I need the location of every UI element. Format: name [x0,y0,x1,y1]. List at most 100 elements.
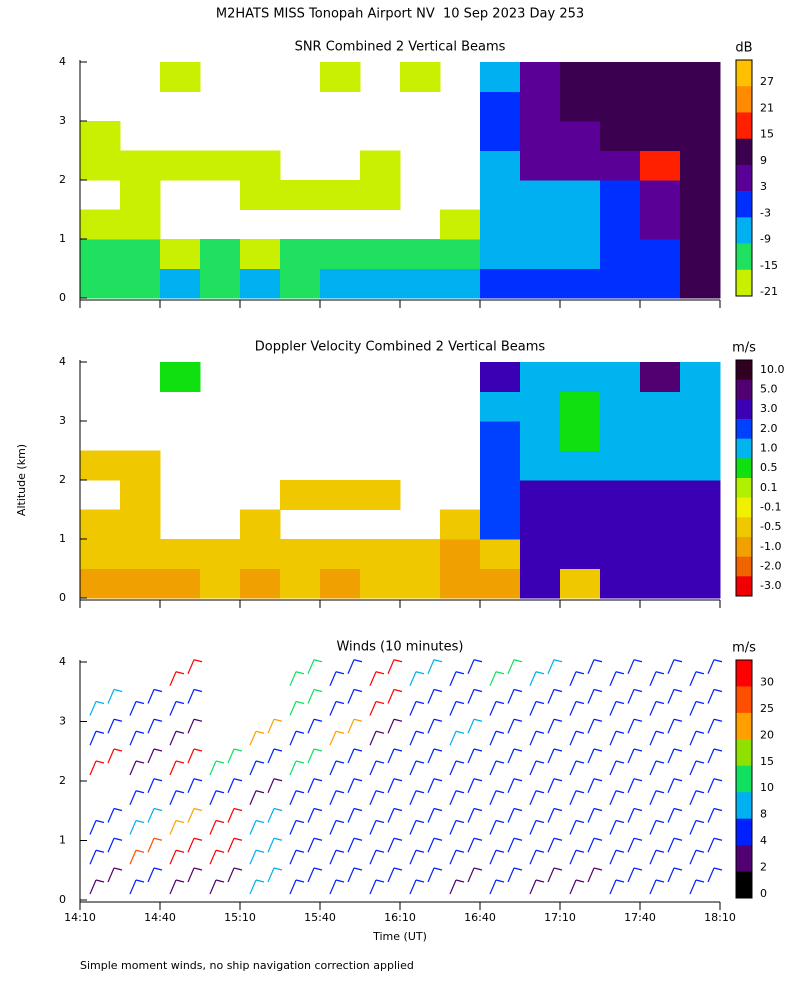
barb-stroke [673,837,683,841]
barb-stroke [169,850,177,865]
barb-stroke [633,837,643,841]
barb-stroke [313,807,323,812]
barb-stroke [95,849,105,853]
barb-stroke [455,760,465,764]
barb-stroke [513,807,523,812]
barb-stroke [513,778,523,782]
barb-stroke [689,731,697,746]
heatmap-cell [480,150,521,181]
barb-stroke [593,778,603,782]
wind-barb [329,778,363,805]
wind-barb [129,867,163,895]
barb-stroke [649,790,657,805]
wind-barb [289,688,323,716]
barb-stroke [575,730,585,734]
barb-stroke [153,778,163,782]
colorbar-label: -0.5 [760,520,781,533]
colorbar-label: 3.0 [760,402,778,415]
barb-stroke [707,719,715,734]
barb-stroke [467,659,475,674]
barb-stroke [449,820,457,835]
heatmap-cell [680,268,721,299]
y-tick-label: 1 [59,532,66,545]
heatmap-cell [240,509,281,540]
barb-stroke [249,731,257,746]
colorbar-band [736,845,752,872]
barb-stroke [307,867,315,883]
wind-barb [169,867,203,895]
colorbar-band [736,478,752,498]
heatmap-cell [480,509,521,540]
barb-stroke [129,790,137,805]
heatmap-cell [440,509,481,540]
barb-stroke [393,867,403,871]
barb-stroke [393,718,403,722]
heatmap-cell [520,91,561,122]
barb-stroke [233,837,243,841]
wind-barb [529,748,563,776]
wind-barb [689,718,723,746]
barb-stroke [107,748,115,764]
heatmap-cell [440,268,481,299]
wind-barb [689,748,723,776]
barb-stroke [95,819,105,824]
wind-barb [569,867,603,895]
colorbar-band [736,556,752,577]
wind-barb [89,688,123,716]
heatmap-cell [480,362,521,392]
wind-barb [129,748,163,776]
barb-stroke [707,778,715,793]
barb-stroke [655,879,665,883]
barb-stroke [113,867,123,871]
barb-stroke [507,659,515,674]
colorbar-band [736,164,752,192]
wind-barb [609,837,643,865]
barb-stroke [135,819,145,824]
barb-stroke [335,671,345,675]
barb-stroke [427,659,435,674]
barb-stroke [313,718,323,722]
heatmap-cell [640,480,681,510]
wind-barb [489,867,523,895]
colorbar-band [736,712,752,740]
heatmap-cell [480,180,521,210]
barb-stroke [569,701,577,716]
wind-barb [249,867,283,895]
barb-stroke [695,790,705,794]
colorbar-label: 4 [760,834,767,847]
barb-stroke [209,760,217,776]
wind-barb [409,807,443,835]
barb-stroke [553,688,563,693]
wind-barb [449,748,483,776]
barb-stroke [375,879,385,883]
barb-stroke [473,688,483,693]
wind-barb [529,778,563,805]
heatmap-cell [120,480,161,510]
barb-stroke [153,718,163,722]
barb-stroke [393,778,403,782]
barb-stroke [113,807,123,812]
barb-stroke [107,838,115,853]
barb-stroke [655,790,665,794]
barb-stroke [569,820,577,835]
barb-stroke [353,867,363,871]
barb-stroke [89,731,97,746]
wind-barb [569,807,603,835]
barb-stroke [689,760,697,776]
barb-stroke [289,879,297,895]
y-tick-label: 0 [59,291,66,304]
heatmap-cell [480,539,521,569]
heatmap-cell [360,180,401,210]
barb-stroke [255,849,265,853]
wind-barb [489,837,523,865]
heatmap-cell [400,268,441,299]
barb-stroke [547,719,555,734]
heatmap-cell [640,568,681,599]
barb-stroke [147,778,155,793]
colorbar-label: 8 [760,808,767,821]
barb-stroke [489,731,497,746]
wind-barb [449,659,483,686]
wind-barb [169,778,203,805]
wind-barb [489,748,523,776]
barb-stroke [135,849,145,853]
